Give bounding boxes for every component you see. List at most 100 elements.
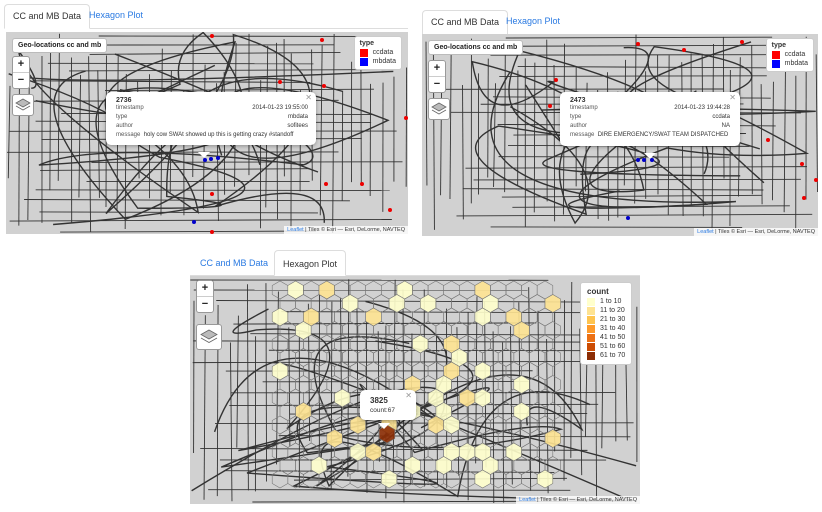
hexbin-cell[interactable] bbox=[521, 442, 538, 462]
hexbin-cell[interactable] bbox=[373, 348, 390, 367]
hexbin-cell[interactable] bbox=[295, 348, 312, 367]
hexbin-cell[interactable] bbox=[388, 348, 405, 367]
hexbin-cell[interactable] bbox=[505, 469, 522, 489]
hexbin-cell[interactable] bbox=[349, 334, 366, 354]
hexbin-cell[interactable] bbox=[513, 402, 530, 421]
leaflet-link[interactable]: Leaflet bbox=[697, 229, 714, 235]
hexbin-cell[interactable] bbox=[536, 361, 554, 381]
ccdata-marker[interactable] bbox=[682, 48, 686, 52]
hexbin-cell[interactable] bbox=[318, 361, 335, 381]
hexbin-cell[interactable] bbox=[497, 348, 515, 367]
hexbin-cell[interactable] bbox=[427, 334, 444, 354]
hexbin-cell[interactable] bbox=[349, 361, 366, 381]
hexbin-cell[interactable] bbox=[326, 321, 343, 340]
hexbin-cell[interactable] bbox=[295, 456, 312, 475]
hexbin-cell[interactable] bbox=[279, 456, 296, 475]
ccdata-marker[interactable] bbox=[388, 208, 392, 212]
hexbin-cell[interactable] bbox=[404, 456, 421, 475]
layers-control[interactable] bbox=[428, 98, 450, 120]
hexbin-cell[interactable] bbox=[279, 402, 296, 421]
ccdata-marker[interactable] bbox=[324, 182, 328, 186]
hexbin-cell[interactable] bbox=[513, 348, 530, 367]
ccdata-marker[interactable] bbox=[320, 38, 324, 42]
ccdata-marker[interactable] bbox=[210, 230, 214, 234]
ccdata-marker[interactable] bbox=[548, 104, 552, 108]
hexbin-cell[interactable] bbox=[271, 280, 289, 300]
hexbin-cell[interactable] bbox=[349, 469, 366, 489]
zoom-in-button[interactable]: + bbox=[17, 58, 25, 70]
hexbin-cell[interactable] bbox=[287, 442, 304, 462]
zoom-in-button[interactable]: + bbox=[201, 282, 209, 294]
ccdata-marker[interactable] bbox=[278, 80, 282, 84]
hexbin-cell[interactable] bbox=[521, 469, 538, 489]
hexbin-cell[interactable] bbox=[544, 429, 561, 448]
hexbin-cell[interactable] bbox=[536, 469, 554, 489]
hexbin-cell[interactable] bbox=[544, 321, 561, 340]
hexbin-cell[interactable] bbox=[420, 456, 437, 475]
hexbin-cell[interactable] bbox=[529, 348, 546, 367]
mbdata-marker[interactable] bbox=[642, 158, 646, 162]
tab-cc-mb-data[interactable]: CC and MB Data bbox=[422, 10, 509, 35]
hexbin-cell[interactable] bbox=[521, 280, 538, 300]
hexbin-cell[interactable] bbox=[303, 361, 320, 381]
leaflet-map[interactable]: Geo-locations cc and mb + − type ccdata … bbox=[6, 32, 408, 234]
hexbin-cell[interactable] bbox=[365, 361, 382, 381]
hexbin-cell[interactable] bbox=[271, 469, 289, 489]
zoom-out-button[interactable]: − bbox=[13, 72, 29, 88]
hexbin-cell[interactable] bbox=[474, 388, 491, 408]
hexbin-cell[interactable] bbox=[310, 402, 328, 421]
hexbin-cell[interactable] bbox=[342, 294, 359, 313]
hexbin-cell[interactable] bbox=[381, 442, 398, 462]
ccdata-marker[interactable] bbox=[740, 40, 744, 44]
mbdata-marker[interactable] bbox=[626, 216, 630, 220]
tab-hexagon-plot[interactable]: Hexagon Plot bbox=[506, 16, 561, 26]
hexbin-cell[interactable] bbox=[381, 361, 398, 381]
ccdata-marker[interactable] bbox=[802, 196, 806, 200]
hexbin-cell[interactable] bbox=[365, 307, 382, 327]
leaflet-link[interactable]: Leaflet bbox=[287, 227, 304, 233]
mbdata-marker[interactable] bbox=[192, 220, 196, 224]
hexbin-cell[interactable] bbox=[310, 375, 328, 394]
hexbin-cell[interactable] bbox=[334, 361, 351, 381]
hexbin-cell[interactable] bbox=[365, 442, 382, 462]
hexbin-cell[interactable] bbox=[287, 280, 304, 300]
hexbin-cell[interactable] bbox=[295, 402, 312, 421]
hexbin-cell[interactable] bbox=[396, 334, 413, 354]
zoom-in-button[interactable]: + bbox=[433, 62, 441, 74]
hexbin-cell[interactable] bbox=[490, 415, 507, 435]
ccdata-marker[interactable] bbox=[554, 78, 558, 82]
hexbin-cell[interactable] bbox=[443, 280, 460, 300]
hexbin-cell[interactable] bbox=[287, 469, 304, 489]
tab-cc-mb-data[interactable]: CC and MB Data bbox=[200, 258, 269, 268]
hexbin-cell[interactable] bbox=[443, 307, 460, 327]
hexbin-cell[interactable] bbox=[497, 402, 515, 421]
hexbin-cell[interactable] bbox=[318, 388, 335, 408]
hexbin-cell[interactable] bbox=[544, 348, 561, 367]
hexbin-cell[interactable] bbox=[271, 415, 289, 435]
tab-cc-mb-data[interactable]: CC and MB Data bbox=[4, 4, 91, 29]
hexbin-cell[interactable] bbox=[458, 307, 476, 327]
hexbin-cell[interactable] bbox=[536, 388, 554, 408]
hexbin-cell[interactable] bbox=[497, 375, 515, 394]
popup-close-button[interactable]: ✕ bbox=[729, 93, 736, 102]
hexbin-cell[interactable] bbox=[318, 280, 335, 300]
hexbin-cell[interactable] bbox=[505, 280, 522, 300]
leaflet-link[interactable]: Leaflet bbox=[519, 497, 536, 503]
hexbin-cell[interactable] bbox=[295, 375, 312, 394]
hexbin-cell[interactable] bbox=[513, 375, 530, 394]
hexbin-cell[interactable] bbox=[349, 442, 366, 462]
popup-close-button[interactable]: ✕ bbox=[405, 391, 412, 400]
hexbin-cell[interactable] bbox=[458, 388, 476, 408]
hexbin-cell[interactable] bbox=[310, 429, 328, 448]
ccdata-marker[interactable] bbox=[766, 138, 770, 142]
hexbin-cell[interactable] bbox=[404, 429, 421, 448]
hexbin-cell[interactable] bbox=[458, 469, 476, 489]
hexbin-cell[interactable] bbox=[388, 321, 405, 340]
ccdata-marker[interactable] bbox=[210, 34, 214, 38]
hexbin-cell[interactable] bbox=[474, 415, 491, 435]
hexbin-cell[interactable] bbox=[342, 348, 359, 367]
hexbin-cell[interactable] bbox=[474, 334, 491, 354]
hexbin-cell[interactable] bbox=[365, 334, 382, 354]
hexbin-cell[interactable] bbox=[458, 442, 476, 462]
hexbin-cell[interactable] bbox=[334, 388, 351, 408]
